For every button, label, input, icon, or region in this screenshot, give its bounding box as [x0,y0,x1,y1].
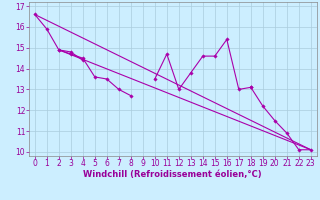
X-axis label: Windchill (Refroidissement éolien,°C): Windchill (Refroidissement éolien,°C) [84,170,262,179]
